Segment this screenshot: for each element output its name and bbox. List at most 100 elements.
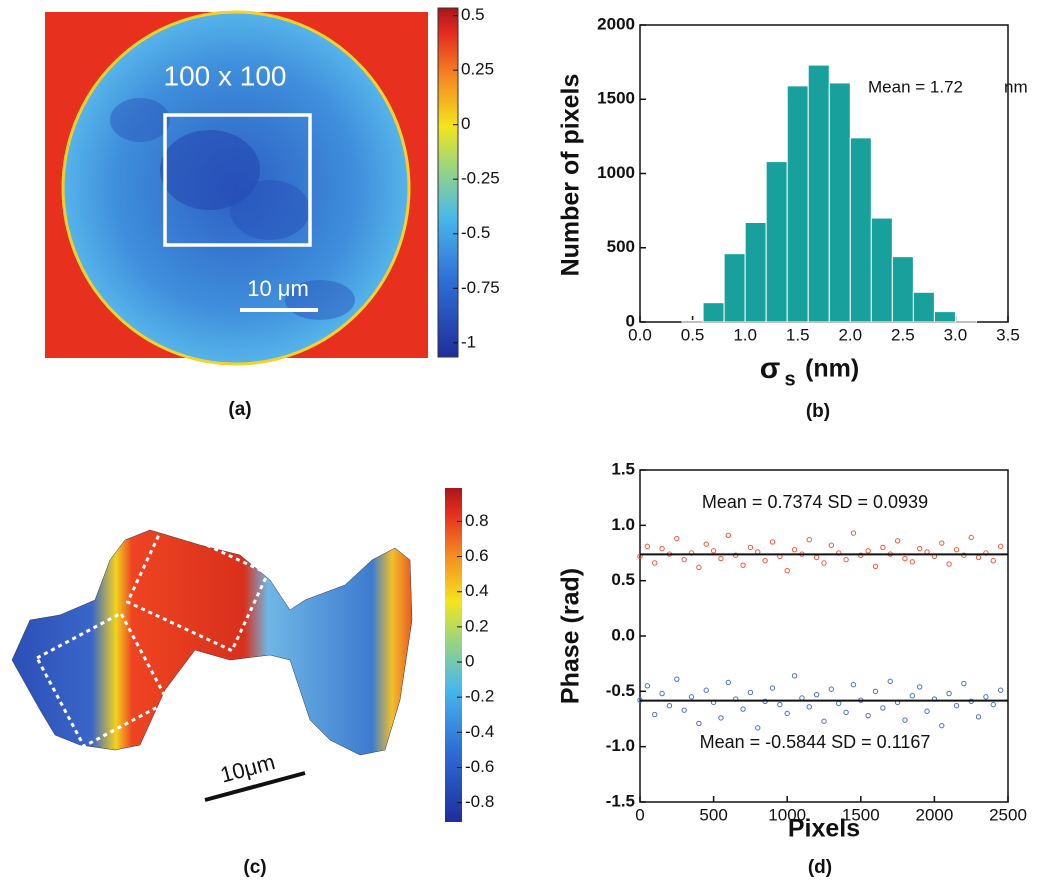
- panel-label: (a): [228, 399, 251, 420]
- y-tick-label: 1.0: [611, 515, 635, 534]
- bar: [912, 291, 935, 323]
- point: [718, 715, 724, 721]
- bar: [744, 222, 767, 323]
- point: [894, 538, 901, 544]
- y-axis-label: Number of pixels: [557, 74, 585, 277]
- x-tick-label: 2.0: [838, 325, 862, 344]
- x-tick-label: 1500: [842, 805, 880, 824]
- point: [975, 714, 982, 720]
- colorbar-tick-label: -0.6: [465, 757, 494, 776]
- colorbar-tick-label: 0.25: [461, 60, 494, 79]
- bar: [870, 217, 893, 323]
- colorbar-tick-label: 0.8: [465, 511, 489, 530]
- point: [865, 712, 871, 719]
- bar: [765, 161, 788, 323]
- bar: [891, 256, 914, 323]
- point: [740, 706, 746, 712]
- point: [674, 535, 680, 542]
- point: [659, 690, 665, 697]
- point: [659, 545, 665, 552]
- panel-label: (c): [243, 857, 266, 878]
- point: [747, 689, 754, 696]
- point: [725, 679, 732, 686]
- point: [688, 694, 695, 700]
- point: [696, 720, 702, 727]
- annotation: 100 x 100: [164, 60, 287, 91]
- point: [696, 564, 702, 571]
- colorbar-tick-label: -0.8: [465, 792, 494, 811]
- point: [983, 694, 989, 700]
- point: [821, 560, 827, 566]
- point: [916, 684, 923, 690]
- point: [968, 534, 974, 541]
- point: [681, 556, 687, 563]
- colorbar-tick-label: -0.5: [461, 223, 490, 242]
- colorbar-tick-label: -0.2: [465, 687, 494, 706]
- point: [843, 556, 849, 563]
- point: [747, 544, 754, 551]
- point: [784, 710, 790, 717]
- x-tick-label: 0: [635, 805, 644, 824]
- point: [762, 558, 768, 564]
- point: [865, 548, 871, 554]
- point: [902, 555, 908, 562]
- point: [939, 722, 945, 729]
- x-tick-label: 500: [699, 805, 727, 824]
- x-axis-symbol: σ: [760, 352, 781, 385]
- bar: [828, 82, 851, 323]
- point: [850, 530, 857, 536]
- y-tick-label: -1.5: [606, 791, 635, 810]
- point: [836, 700, 842, 707]
- y-tick-label: 2000: [597, 14, 635, 33]
- colorbar-tick-label: 0.4: [465, 581, 489, 600]
- colorbar-tick-label: 0: [461, 114, 470, 133]
- point: [880, 544, 886, 551]
- y-tick-label: 500: [607, 237, 635, 256]
- x-tick-label: 0.5: [681, 325, 705, 344]
- x-tick-label: 1.5: [786, 325, 810, 344]
- bar: [786, 85, 809, 323]
- point: [791, 546, 798, 553]
- point: [880, 705, 886, 711]
- x-tick-label: 3.5: [996, 325, 1020, 344]
- point: [703, 687, 709, 693]
- x-tick-label: 2000: [915, 805, 953, 824]
- point: [710, 548, 717, 554]
- x-tick-label: 3.0: [944, 325, 968, 344]
- x-tick-label: 1000: [768, 805, 806, 824]
- point: [850, 681, 857, 688]
- point: [799, 695, 805, 701]
- point: [791, 673, 798, 679]
- point: [909, 693, 916, 699]
- bar: [681, 320, 704, 323]
- phase-image: [45, 10, 428, 366]
- point: [872, 688, 879, 695]
- y-tick-label: 0.5: [611, 570, 635, 589]
- point: [725, 532, 732, 538]
- panel-label: (d): [808, 857, 832, 878]
- colorbar-tick-label: 0.6: [465, 546, 489, 565]
- point: [806, 537, 812, 543]
- panel-label: (b): [806, 401, 830, 422]
- point: [784, 568, 790, 574]
- point: [946, 561, 952, 567]
- point: [813, 691, 820, 698]
- point: [652, 560, 658, 566]
- point: [813, 554, 820, 561]
- point: [821, 718, 827, 724]
- annotation: Mean = 0.7374 SD = 0.0939: [702, 492, 928, 512]
- point: [777, 701, 783, 708]
- y-tick-label: 1.5: [611, 459, 635, 478]
- point: [990, 701, 996, 708]
- point: [674, 676, 680, 682]
- point: [644, 543, 651, 550]
- annotation: Mean = 1.72: [868, 77, 963, 96]
- point: [740, 562, 746, 568]
- x-axis-unit: (nm): [805, 355, 859, 383]
- y-tick-label: -1.0: [606, 736, 635, 755]
- point: [997, 687, 1004, 693]
- y-tick-label: 1000: [597, 163, 635, 182]
- bar: [723, 253, 746, 323]
- annotation-unit: nm: [1004, 77, 1028, 96]
